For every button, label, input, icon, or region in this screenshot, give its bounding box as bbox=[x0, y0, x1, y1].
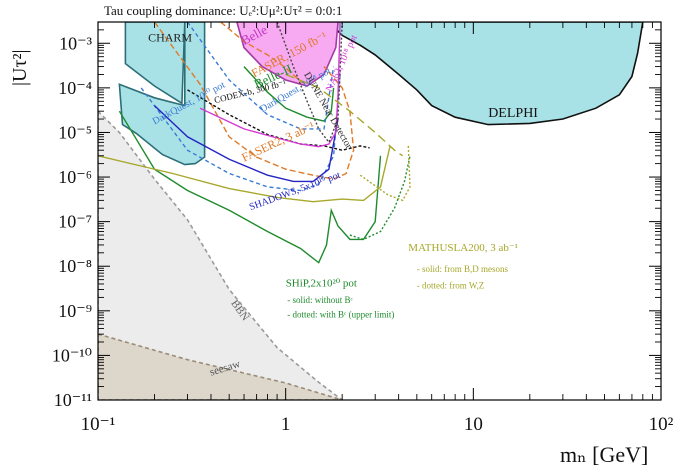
series-mathusla200-upper bbox=[285, 73, 403, 157]
annotation-dotted-with-b-upper-limit: - dotted: with Bᶜ (upper limit) bbox=[287, 310, 394, 320]
y-tick-label: 10⁻⁹ bbox=[58, 301, 92, 321]
series-belle-ii bbox=[243, 66, 335, 122]
x-tick-label: 10⁻¹ bbox=[81, 414, 116, 435]
region-bbn bbox=[98, 110, 344, 400]
x-tick-label: 10 bbox=[464, 414, 483, 435]
y-tick-label: 10⁻⁵ bbox=[58, 122, 92, 142]
region-delphi bbox=[327, 22, 644, 126]
region-nutev bbox=[118, 22, 206, 166]
excluded-regions bbox=[98, 22, 644, 400]
x-tick-label: 1 bbox=[281, 414, 291, 435]
series-mathusla200-3-ab-b-d-mesons bbox=[98, 145, 391, 203]
y-tick-label: 10⁻⁸ bbox=[58, 256, 92, 276]
series-shadows-5x10-pot bbox=[154, 105, 339, 183]
annotation-dotted-from-w-z: - dotted: from W,Z bbox=[417, 280, 485, 290]
annotation-solid-without-b: - solid: without Bᶜ bbox=[287, 295, 353, 305]
annotation-solid-from-b-d-mesons: - solid: from B,D mesons bbox=[417, 264, 509, 274]
series-ship-with-b bbox=[349, 155, 411, 241]
annotation-shadows-5x10-pot: SHADOWS, 5x10¹⁹ pot bbox=[248, 170, 342, 213]
x-axis-label: mₙ [GeV] bbox=[560, 442, 648, 467]
annotation-delphi: DELPHI bbox=[488, 106, 538, 121]
series-dune-near-detector bbox=[276, 22, 343, 144]
series-darkquest-10-pot bbox=[186, 22, 335, 130]
y-tick-label: 10⁻¹⁰ bbox=[52, 345, 92, 365]
series-codex-b-300-fb bbox=[187, 89, 370, 151]
annotation-mathusla200-3-ab: MATHUSLA200, 3 ab⁻¹ bbox=[408, 242, 518, 254]
annotation-ship-2x10-pot: SHiP,2x10²⁰ pot bbox=[286, 278, 357, 290]
y-tick-label: 10⁻⁷ bbox=[58, 212, 92, 232]
axes: 10⁻¹ 1 10 10² 10⁻³ 10⁻⁴ 10⁻⁵ 10⁻⁶ 10⁻⁷ 10⁻⁸ 10⁻⁹ 10… bbox=[52, 21, 674, 435]
y-tick-label: 10⁻⁴ bbox=[58, 78, 92, 98]
annotation-charm: CHARM bbox=[148, 30, 192, 44]
y-axis-label: |Uτ²| bbox=[9, 50, 31, 86]
region-belle bbox=[236, 22, 339, 87]
region-seesaw bbox=[98, 333, 343, 400]
series-na62-10-pot bbox=[199, 22, 341, 148]
chart-title: Tau coupling dominance: Uₑ²:Uμ²:Uτ² = 0:… bbox=[104, 3, 342, 18]
x-tick-label: 10² bbox=[649, 414, 674, 435]
y-tick-label: 10⁻¹¹ bbox=[54, 390, 92, 410]
sensitivity-curves bbox=[98, 22, 411, 264]
series-faser-150-fb bbox=[220, 22, 308, 85]
plot-frame bbox=[97, 21, 662, 401]
region-charm bbox=[124, 22, 186, 105]
y-tick-label: 10⁻⁶ bbox=[58, 167, 92, 187]
series-faser2-3-ab bbox=[153, 22, 355, 180]
y-tick-label: 10⁻³ bbox=[59, 33, 93, 53]
series-mathusla200-w-z bbox=[359, 145, 411, 202]
